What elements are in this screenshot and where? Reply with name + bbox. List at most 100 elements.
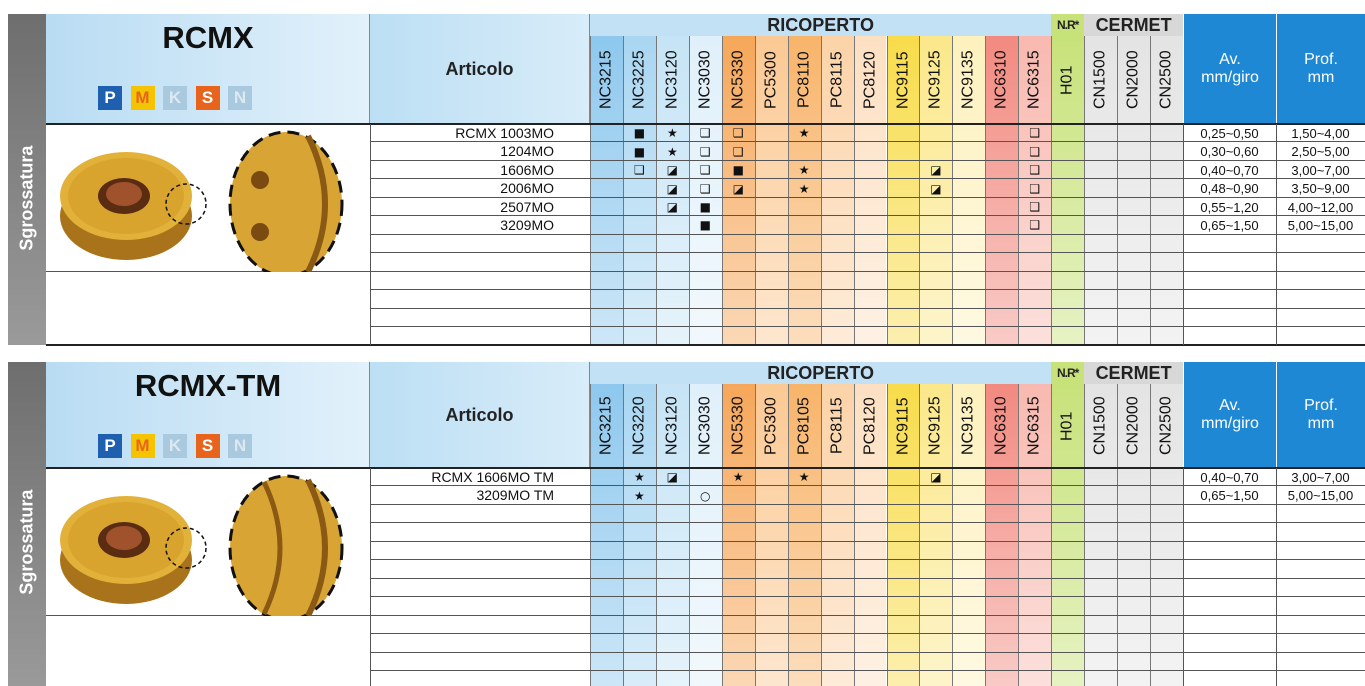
grade-label: NC6310 — [992, 50, 1010, 110]
grade-symbol: ❑ — [699, 163, 711, 178]
grade-symbol: ◪ — [666, 200, 679, 215]
article: 1606MO — [500, 161, 554, 178]
article-header: Articolo — [370, 362, 590, 468]
grade-label: NC9115 — [893, 397, 911, 455]
grade-column — [1150, 384, 1183, 686]
insert-drawing — [60, 130, 344, 278]
article: 3209MO TM — [476, 487, 554, 504]
grade-column — [1117, 384, 1151, 686]
column-line — [1183, 468, 1184, 686]
value-header-text: mm/giro — [1201, 415, 1259, 432]
grade-column — [688, 36, 722, 346]
grade-symbol: ★ — [732, 470, 744, 485]
grade-column — [919, 36, 953, 346]
article: 2507MO — [500, 198, 554, 215]
row-line — [370, 307, 1365, 309]
grade-symbol: ■ — [732, 163, 744, 178]
grade-column — [952, 384, 986, 686]
grade-column — [1084, 384, 1118, 686]
row-line — [370, 559, 1365, 561]
article: 3209MO — [500, 217, 554, 234]
grade-symbol: ◪ — [666, 470, 679, 485]
group-header: CERMET — [1084, 362, 1183, 384]
grade-column — [590, 384, 623, 686]
grade-symbol: ❑ — [1029, 218, 1041, 233]
material-badge: S — [195, 434, 220, 458]
row-line — [370, 522, 1365, 524]
grade-symbol: ○ — [700, 488, 711, 503]
grade-symbol: ◪ — [930, 181, 942, 196]
grade-column — [853, 36, 887, 346]
grade-column — [820, 384, 854, 686]
grade-column — [655, 36, 689, 346]
value-header: Av. mm/giro — [1183, 14, 1276, 124]
grade-symbol: ◪ — [666, 163, 679, 178]
grade-symbol: ★ — [666, 144, 678, 159]
column-line — [370, 468, 371, 686]
depth: 5,00~15,00 — [1287, 217, 1354, 233]
grade-symbol: ■ — [699, 218, 711, 233]
row-line — [370, 503, 1365, 505]
grade-symbol: ■ — [699, 200, 711, 215]
row-line — [370, 159, 1365, 161]
depth: 3,00~7,00 — [1291, 469, 1350, 485]
side-bar — [8, 14, 46, 346]
grade-label: NC3220 — [630, 396, 648, 456]
article: RCMX 1606MO TM — [431, 469, 554, 485]
grade-column — [688, 384, 722, 686]
grade-label: NC3030 — [696, 50, 714, 110]
rule — [46, 467, 1365, 469]
grade-label: NC3120 — [663, 396, 681, 456]
value-header-text: mm/giro — [1201, 69, 1259, 86]
column-line — [1183, 124, 1184, 346]
grade-column — [1084, 36, 1118, 346]
row-line — [370, 540, 1365, 542]
grade-label: NC6315 — [1025, 50, 1043, 110]
row-line — [370, 252, 1365, 254]
grade-label: PC5300 — [762, 51, 780, 109]
depth: 3,50~9,00 — [1291, 181, 1350, 197]
grade-symbol: ★ — [634, 470, 645, 485]
row-line — [370, 669, 1365, 671]
grade-label: CN2000 — [1124, 396, 1142, 456]
material-badge: M — [130, 86, 155, 110]
grade-column — [721, 36, 755, 346]
grade-label: NC3215 — [597, 396, 615, 456]
side-bar — [8, 362, 46, 686]
grade-symbol: ◪ — [732, 181, 744, 196]
column-line — [1276, 468, 1277, 686]
grade-label: PC8110 — [795, 51, 813, 109]
material-badge: P — [98, 86, 122, 110]
grade-symbol: ★ — [634, 488, 645, 503]
article: 1204MO — [500, 143, 554, 160]
article: 2006MO — [500, 180, 554, 197]
grade-label: CN2000 — [1124, 50, 1142, 110]
depth: 2,50~5,00 — [1291, 144, 1350, 160]
group-header: RICOPERTO — [590, 362, 1052, 384]
grade-column — [590, 36, 623, 346]
grade-column — [655, 384, 689, 686]
feed: 0,40~0,70 — [1200, 469, 1259, 485]
grade-symbol: ❑ — [1029, 126, 1041, 141]
insert-image — [46, 124, 370, 278]
grade-label: NC5330 — [729, 396, 747, 456]
grade-symbol: ❑ — [1029, 163, 1041, 178]
article-header: Articolo — [370, 14, 590, 124]
grade-symbol: ★ — [798, 126, 810, 141]
grade-column — [754, 36, 788, 346]
insert-drawing — [60, 474, 344, 622]
row-line — [370, 289, 1365, 291]
material-badge: P — [98, 434, 122, 458]
grade-column — [985, 384, 1019, 686]
value-header: Prof. mm — [1276, 362, 1365, 468]
grade-symbol: ❑ — [732, 126, 744, 141]
column-line — [1276, 124, 1277, 346]
grade-label: NC9135 — [959, 396, 977, 456]
depth: 3,00~7,00 — [1291, 162, 1350, 178]
grade-symbol: ❑ — [699, 126, 711, 141]
grade-column — [1051, 384, 1085, 686]
grade-label: CN1500 — [1091, 396, 1109, 456]
grade-symbol: ❑ — [699, 144, 711, 159]
feed: 0,48~0,90 — [1200, 181, 1259, 197]
